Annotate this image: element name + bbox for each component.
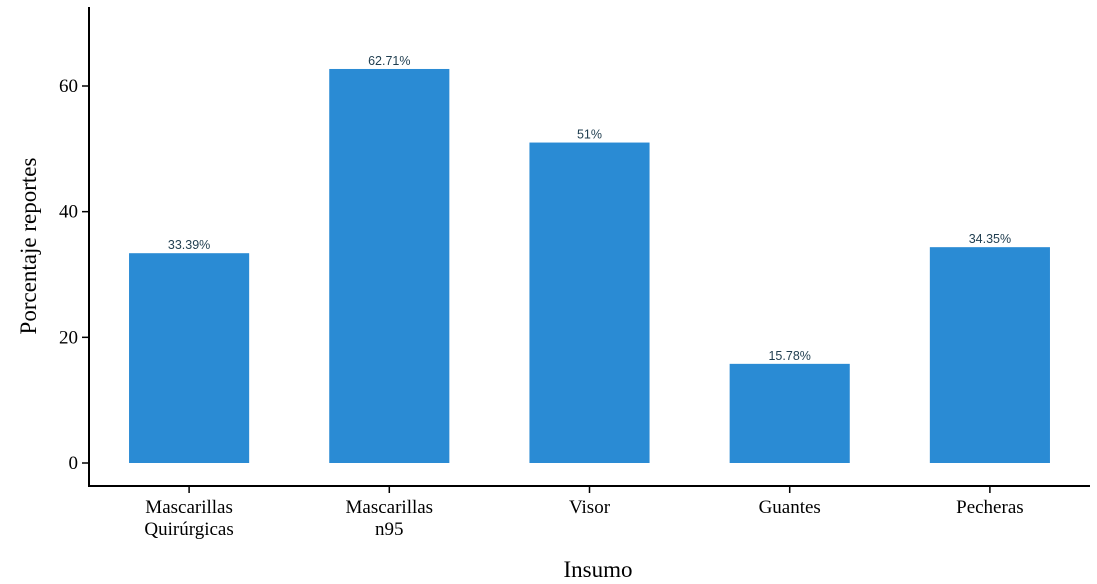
x-ticks-group: MascarillasQuirúrgicasMascarillasn95Viso… [144, 486, 1024, 540]
x-tick-label-4-0: Pecheras [956, 497, 1024, 518]
y-tick-label-3: 60 [59, 76, 78, 97]
y-tick-label-0: 0 [69, 453, 79, 474]
bar-3 [729, 363, 850, 463]
y-tick-label-1: 20 [59, 327, 78, 348]
data-label-0: 33.39% [168, 238, 210, 252]
x-axis-title: Insumo [564, 557, 633, 582]
data-labels-group: 33.39% 62.71% 51% 15.78% 34.35% [168, 54, 1011, 363]
bar-1 [329, 68, 450, 463]
x-tick-label-3-0: Guantes [759, 497, 821, 518]
y-ticks-group: 0 20 40 60 [59, 76, 89, 474]
x-tick-label-0-1: Quirúrgicas [144, 519, 233, 540]
y-tick-label-2: 40 [59, 202, 78, 223]
y-axis-title: Porcentaje reportes [16, 158, 41, 335]
bars-group [129, 68, 1050, 464]
data-label-1: 62.71% [368, 54, 410, 68]
x-tick-label-0-0: Mascarillas [145, 497, 233, 518]
data-label-4: 34.35% [969, 232, 1011, 246]
x-tick-label-1-0: Mascarillas [346, 497, 434, 518]
bar-2 [529, 142, 650, 464]
bar-0 [129, 253, 250, 463]
data-label-3: 15.78% [768, 349, 810, 363]
data-label-2: 51% [577, 128, 602, 142]
bar-4 [929, 247, 1050, 463]
x-tick-label-2-0: Visor [569, 497, 611, 518]
x-tick-label-1-1: n95 [375, 519, 404, 540]
